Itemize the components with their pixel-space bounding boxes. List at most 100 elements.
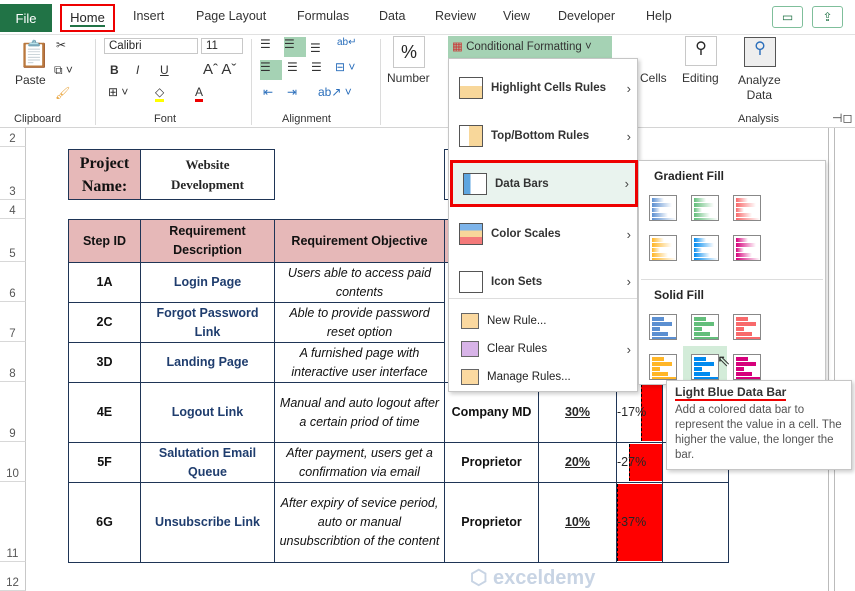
cell-objective[interactable]: Manual and auto logout after a certain p…: [274, 382, 445, 443]
solid-data-bar-option[interactable]: [683, 346, 727, 388]
cell-step-id[interactable]: 5F: [68, 442, 141, 483]
cell-step-id[interactable]: 3D: [68, 342, 141, 383]
tab-review[interactable]: Review: [435, 9, 476, 23]
cell-description[interactable]: Unsubscribe Link: [140, 482, 275, 563]
font-size-select[interactable]: 11: [201, 38, 243, 54]
analyze-data-icon[interactable]: ⚲: [744, 37, 776, 67]
italic-button[interactable]: I: [136, 63, 140, 77]
borders-icon[interactable]: ⊞ ˅: [108, 85, 129, 99]
cell-description[interactable]: Login Page: [140, 262, 275, 303]
solid-data-bar-option[interactable]: [649, 314, 677, 340]
orientation-icon[interactable]: ab↗ ˅: [318, 85, 352, 99]
comments-icon[interactable]: ▭: [772, 6, 803, 28]
gradient-data-bar-option[interactable]: [649, 195, 677, 221]
row-header[interactable]: 8: [0, 342, 26, 382]
header-step-id[interactable]: Step ID: [68, 219, 141, 263]
cell-objective[interactable]: Users able to access paid contents: [274, 262, 445, 303]
cell-step-id[interactable]: 6G: [68, 482, 141, 563]
tab-view[interactable]: View: [503, 9, 530, 23]
row-header[interactable]: 6: [0, 262, 26, 302]
cell-description[interactable]: Forgot Password Link: [140, 302, 275, 343]
cell-data-bar[interactable]: -27%: [616, 442, 663, 483]
row-header[interactable]: 7: [0, 302, 26, 342]
row-header[interactable]: 10: [0, 442, 26, 482]
tab-insert[interactable]: Insert: [133, 9, 165, 23]
conditional-formatting-button[interactable]: ▦ Conditional Formatting ˅: [448, 36, 612, 58]
menu-new-rule[interactable]: New Rule...: [449, 309, 637, 333]
bold-button[interactable]: B: [110, 63, 119, 77]
font-name-select[interactable]: Calibri: [104, 38, 198, 54]
cell-description[interactable]: Salutation Email Queue: [140, 442, 275, 483]
paste-button[interactable]: Paste: [15, 73, 46, 87]
gradient-data-bar-option[interactable]: [733, 235, 761, 261]
gradient-data-bar-option[interactable]: [691, 235, 719, 261]
tab-page-layout[interactable]: Page Layout: [196, 9, 267, 23]
tab-help[interactable]: Help: [646, 9, 672, 23]
underline-button[interactable]: U: [160, 63, 169, 77]
align-bottom-icon[interactable]: ☰: [310, 41, 321, 55]
row-header[interactable]: 5: [0, 219, 26, 262]
cell-objective[interactable]: After payment, users get a confirmation …: [274, 442, 445, 483]
analyze-data-button[interactable]: Analyze Data: [738, 73, 781, 103]
cell-empty[interactable]: [662, 482, 729, 563]
row-header[interactable]: 2: [0, 128, 26, 147]
wrap-text-icon[interactable]: ab↵: [337, 37, 357, 48]
search-icon[interactable]: ⚲: [685, 36, 717, 66]
cell-data-bar[interactable]: -17%: [616, 382, 663, 443]
percent-icon[interactable]: %: [393, 36, 425, 68]
header-description[interactable]: Requirement Description: [140, 219, 275, 263]
cell-objective[interactable]: After expiry of sevice period, auto or m…: [274, 482, 445, 563]
cell-data-bar[interactable]: -37%: [616, 482, 663, 563]
row-header[interactable]: 12: [0, 562, 26, 591]
cell-objective[interactable]: Able to provide password reset option: [274, 302, 445, 343]
align-middle-icon[interactable]: ☰: [284, 37, 306, 57]
align-center-icon[interactable]: ☰: [287, 60, 298, 74]
cell-role[interactable]: Proprietor: [444, 442, 539, 483]
tab-home[interactable]: Home: [60, 4, 115, 32]
decrease-indent-icon[interactable]: ⇤: [263, 85, 274, 99]
tab-formulas[interactable]: Formulas: [297, 9, 350, 23]
cell-step-id[interactable]: 4E: [68, 382, 141, 443]
row-header[interactable]: 3: [0, 147, 26, 200]
cell-description[interactable]: Landing Page: [140, 342, 275, 383]
gradient-data-bar-option[interactable]: [733, 195, 761, 221]
row-header[interactable]: 9: [0, 382, 26, 442]
cell-objective[interactable]: A furnished page with interactive user i…: [274, 342, 445, 383]
header-objective[interactable]: Requirement Objective: [274, 219, 445, 263]
copy-icon[interactable]: ⧉ ˅: [54, 63, 73, 77]
tab-developer[interactable]: Developer: [558, 9, 615, 23]
merge-center-icon[interactable]: ⊟ ˅: [335, 60, 356, 74]
font-color-icon[interactable]: A: [195, 85, 204, 102]
gradient-data-bar-option[interactable]: [691, 195, 719, 221]
paste-icon[interactable]: 📋: [18, 39, 51, 69]
solid-data-bar-option[interactable]: [691, 314, 719, 340]
align-top-icon[interactable]: ☰: [260, 37, 271, 51]
menu-color-scales[interactable]: Color Scales ›: [449, 217, 637, 251]
format-painter-icon[interactable]: 🖌: [55, 86, 71, 100]
menu-icon-sets[interactable]: Icon Sets ›: [449, 265, 637, 299]
cells-button[interactable]: Cells: [640, 71, 667, 85]
menu-clear-rules[interactable]: Clear Rules ›: [449, 337, 637, 361]
number-format-button[interactable]: Number: [387, 71, 430, 85]
cut-icon[interactable]: ✂: [56, 38, 67, 52]
cell-description[interactable]: Logout Link: [140, 382, 275, 443]
align-right-icon[interactable]: ☰: [311, 60, 322, 74]
fill-color-icon[interactable]: ◇: [155, 85, 165, 102]
cell-step-id[interactable]: 2C: [68, 302, 141, 343]
row-header[interactable]: 4: [0, 200, 26, 219]
menu-highlight-cells-rules[interactable]: Highlight Cells Rules ›: [449, 71, 637, 105]
menu-top-bottom-rules[interactable]: Top/Bottom Rules ›: [449, 119, 637, 153]
pin-icon[interactable]: ⊣◻: [832, 111, 853, 125]
increase-indent-icon[interactable]: ⇥: [287, 85, 298, 99]
share-icon[interactable]: ⇪: [812, 6, 843, 28]
solid-data-bar-option[interactable]: [733, 314, 761, 340]
gradient-data-bar-option[interactable]: [649, 235, 677, 261]
cell-percent[interactable]: 20%: [538, 442, 617, 483]
solid-data-bar-option[interactable]: [733, 354, 761, 380]
cell-role[interactable]: Proprietor: [444, 482, 539, 563]
cell-percent[interactable]: 10%: [538, 482, 617, 563]
tab-file[interactable]: File: [0, 4, 52, 32]
project-name-value[interactable]: Website Development: [140, 149, 275, 200]
tab-data[interactable]: Data: [379, 9, 406, 23]
editing-button[interactable]: Editing: [682, 71, 719, 85]
